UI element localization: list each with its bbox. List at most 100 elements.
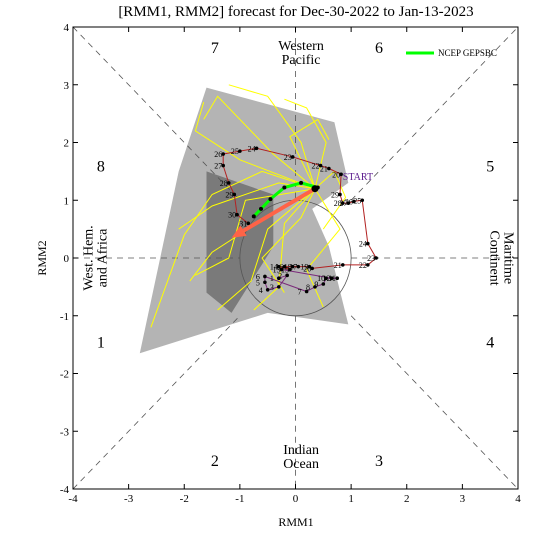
phase-number-label: 8: [97, 158, 105, 175]
observed-point: [304, 289, 309, 294]
x-tick-label: 4: [515, 493, 521, 505]
observed-point: [340, 201, 345, 205]
observed-point: [352, 199, 356, 204]
observed-segment: [222, 165, 230, 184]
observed-point: [288, 267, 292, 272]
observed-segment: [264, 276, 307, 292]
observed-day-label: 13: [273, 266, 281, 275]
observed-day-label: 14: [270, 263, 278, 272]
observed-day-label: 8: [306, 283, 310, 292]
observed-point: [282, 264, 287, 269]
observed-point: [277, 285, 281, 289]
observed-point: [265, 287, 270, 292]
observed-day-label: 29: [331, 190, 339, 199]
ensemble-member-line: [228, 84, 316, 189]
observed-point: [366, 241, 370, 246]
ensemble-member-line: [314, 170, 347, 230]
observed-segment: [367, 257, 377, 266]
region-label-line: Indian: [283, 443, 319, 458]
observed-day-label: 20: [303, 264, 311, 273]
observed-point: [263, 274, 267, 279]
observed-segment: [278, 275, 288, 288]
observed-point: [279, 267, 284, 272]
region-label-line: Ocean: [283, 457, 319, 472]
observed-day-label: 25: [353, 196, 361, 205]
y-tick-label: -3: [60, 426, 70, 438]
phase-number-label: 3: [375, 453, 383, 470]
region-label-line: and Africa: [95, 228, 110, 287]
start-annotation: START: [343, 172, 373, 183]
observed-segment: [256, 147, 293, 158]
ensemble-mean-point: [259, 206, 264, 211]
phase-divider-line: [350, 315, 519, 490]
observed-day-label: 2: [278, 271, 282, 280]
observed-point: [277, 276, 281, 281]
observed-point: [360, 198, 365, 203]
observed-segment: [361, 200, 369, 244]
observed-point: [327, 166, 331, 171]
observed-segment: [236, 214, 249, 224]
observed-point: [232, 192, 237, 197]
region-label-line: Pacific: [282, 53, 321, 68]
observed-point: [335, 276, 340, 281]
y-tick-label: 3: [64, 80, 70, 92]
observed-day-label: 23: [284, 153, 292, 162]
observed-point: [318, 163, 323, 168]
observed-day-label: 15: [281, 266, 289, 275]
observed-day-label: 30: [228, 211, 236, 220]
x-tick-label: 3: [460, 493, 466, 505]
observed-day-label: 25: [231, 147, 239, 156]
ensemble-mean-point: [251, 214, 256, 219]
observed-day-label: 27: [214, 162, 222, 171]
observed-point: [290, 155, 295, 159]
observed-point: [285, 273, 289, 278]
observed-point: [221, 152, 225, 156]
observed-day-label: 26: [214, 150, 222, 159]
observed-day-label: 22: [359, 261, 367, 270]
phase-number-label: 6: [375, 40, 383, 57]
observed-day-label: 12: [323, 274, 331, 283]
observed-segment: [328, 168, 342, 175]
observed-day-label: 5: [256, 278, 260, 287]
observed-day-label: 6: [256, 272, 260, 281]
phase-divider-line: [350, 26, 519, 201]
observed-point: [238, 149, 242, 153]
observed-day-label: 28: [334, 199, 342, 208]
phase-divider-line: [72, 26, 241, 201]
observed-point: [324, 276, 328, 281]
x-tick-label: -3: [124, 493, 134, 505]
observed-segment: [233, 194, 238, 215]
x-tick-label: 1: [348, 493, 354, 505]
ensemble-member-line: [289, 118, 330, 189]
observed-segment: [312, 264, 343, 269]
x-tick-label: 2: [404, 493, 410, 505]
observed-point: [307, 264, 312, 269]
observed-point: [290, 264, 295, 269]
observed-segment: [267, 286, 279, 291]
legend-label-ncep-gepsbc: NCEP GEPSBC: [438, 48, 497, 58]
chart-title: [RMM1, RMM2] forecast for Dec-30-2022 to…: [118, 4, 473, 20]
ensemble-member-line: [261, 188, 316, 293]
observed-point: [338, 192, 342, 197]
spread-inner-region: [206, 171, 274, 313]
observed-day-label: 21: [334, 261, 342, 270]
x-tick-label: -1: [235, 493, 244, 505]
legend: NCEP GEPSBC: [406, 48, 497, 58]
observed-segment: [223, 150, 240, 155]
observed-day-label: 10: [317, 274, 325, 283]
observed-day-label: 1: [270, 274, 274, 283]
forecast-arrow-head: [231, 225, 247, 238]
observed-point: [246, 221, 251, 226]
phase-divider-line: [72, 315, 241, 490]
ensemble-member-line: [203, 95, 316, 190]
start-point: [311, 185, 319, 193]
observed-segment: [367, 243, 377, 259]
ensemble-member-line: [217, 188, 316, 311]
observed-day-label: 24: [359, 240, 367, 249]
ensemble-mean-point: [282, 185, 287, 190]
ensemble-mean-point: [299, 180, 304, 185]
y-tick-label: -4: [60, 484, 70, 496]
y-tick-label: -1: [60, 311, 69, 323]
